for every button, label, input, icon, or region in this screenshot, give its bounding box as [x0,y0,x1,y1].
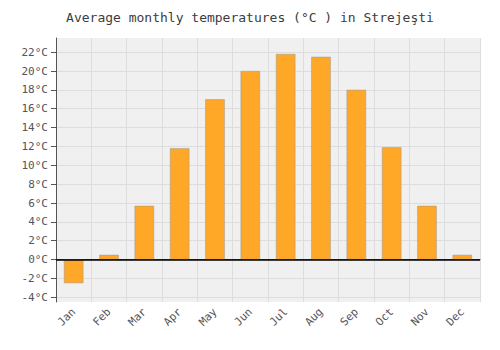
svg-text:22°C: 22°C [22,46,49,59]
svg-text:Oct: Oct [373,305,396,328]
svg-text:Sep: Sep [338,305,361,328]
svg-text:Nov: Nov [408,305,431,328]
svg-text:Feb: Feb [90,305,113,328]
svg-text:4°C: 4°C [28,215,48,228]
svg-text:2°C: 2°C [28,234,48,247]
svg-text:6°C: 6°C [28,197,48,210]
svg-text:Mar: Mar [126,305,149,328]
svg-text:-4°C: -4°C [22,291,49,304]
svg-text:Jan: Jan [55,305,78,328]
svg-text:14°C: 14°C [22,121,49,134]
svg-text:Aug: Aug [302,305,325,328]
svg-text:Apr: Apr [161,305,184,328]
svg-text:Jul: Jul [267,305,290,328]
svg-text:May: May [196,305,219,328]
svg-text:18°C: 18°C [22,83,49,96]
svg-text:10°C: 10°C [22,159,49,172]
svg-text:Dec: Dec [444,305,467,328]
svg-text:12°C: 12°C [22,140,49,153]
svg-text:20°C: 20°C [22,65,49,78]
svg-text:16°C: 16°C [22,102,49,115]
svg-text:Jun: Jun [232,305,255,328]
svg-text:-2°C: -2°C [22,272,49,285]
svg-text:0°C: 0°C [28,253,48,266]
svg-text:8°C: 8°C [28,178,48,191]
svg-text:Average monthly temperatures (: Average monthly temperatures (°C ) in St… [66,10,434,25]
